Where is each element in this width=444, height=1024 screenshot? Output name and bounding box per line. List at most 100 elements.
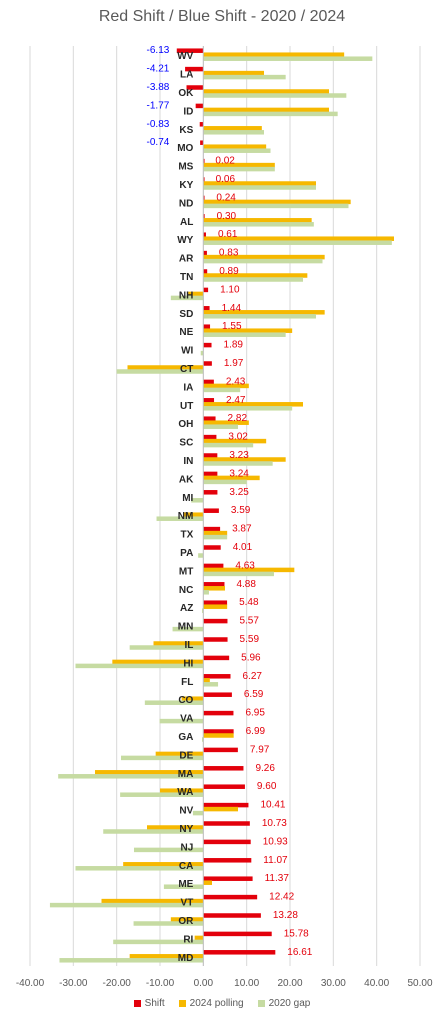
bar-2024-polling xyxy=(203,880,212,885)
x-tick-label: 0.00 xyxy=(194,978,214,989)
data-label: 0.89 xyxy=(219,266,239,277)
category-label: PA xyxy=(180,548,193,559)
bar-2020-gap xyxy=(203,479,247,485)
category-label: KY xyxy=(179,180,193,191)
data-label: -1.77 xyxy=(147,100,170,111)
bar-2024-polling xyxy=(127,365,204,370)
bar-shift xyxy=(203,269,208,274)
bar-2020-gap xyxy=(75,866,204,871)
bar-2020-gap xyxy=(203,56,373,61)
bar-shift xyxy=(203,655,230,661)
bar-2024-polling xyxy=(203,438,267,444)
category-label: IL xyxy=(184,640,193,651)
bar-2020-gap xyxy=(59,958,204,963)
bar-2024-polling xyxy=(203,273,308,278)
bar-shift xyxy=(203,434,217,440)
bar-2024-polling xyxy=(203,52,345,57)
legend-label-shift: Shift xyxy=(144,998,165,1009)
bar-2024-polling xyxy=(203,420,249,425)
bar-shift xyxy=(203,858,252,863)
bar-shift xyxy=(203,361,212,366)
bar-2020-gap xyxy=(58,774,204,779)
bar-2020-gap xyxy=(203,534,228,540)
bar-2020-gap xyxy=(203,130,264,135)
bar-2024-polling xyxy=(203,457,286,462)
bar-shift xyxy=(203,545,221,550)
bar-2020-gap xyxy=(116,369,204,374)
bar-2024-polling xyxy=(123,862,204,867)
bar-shift xyxy=(203,821,250,826)
bar-2024-polling xyxy=(203,144,267,149)
category-label: MI xyxy=(182,493,193,504)
bar-shift xyxy=(203,894,258,900)
bar-2020-gap xyxy=(75,663,204,669)
data-label: 9.60 xyxy=(257,781,277,792)
bar-2024-polling xyxy=(203,162,275,168)
category-label: AK xyxy=(179,474,194,485)
data-label: 6.99 xyxy=(246,726,266,737)
bar-2020-gap xyxy=(172,626,204,632)
bar-shift xyxy=(203,710,234,716)
category-label: MN xyxy=(178,622,194,633)
bar-shift xyxy=(203,214,205,219)
bar-shift xyxy=(186,85,204,90)
category-label: OK xyxy=(178,88,194,99)
data-label: 3.59 xyxy=(231,505,251,516)
x-tick-label: 20.00 xyxy=(277,978,302,989)
bar-shift xyxy=(199,122,204,127)
bar-2020-gap xyxy=(163,884,204,889)
category-label: UT xyxy=(180,401,193,412)
bar-shift xyxy=(203,747,238,753)
category-label: WV xyxy=(177,51,193,62)
bar-2024-polling xyxy=(203,310,325,315)
data-label: 0.83 xyxy=(219,248,239,259)
bar-2024-polling xyxy=(203,604,228,609)
bar-2024-polling xyxy=(203,107,329,113)
data-label: 0.02 xyxy=(215,156,235,167)
category-label: MO xyxy=(177,143,193,154)
bar-2020-gap xyxy=(170,295,204,301)
category-label: TN xyxy=(180,272,193,283)
x-tick-label: -10.00 xyxy=(146,978,175,989)
bar-shift xyxy=(203,931,272,937)
bar-shift xyxy=(203,692,232,697)
legend-item-shift: Shift xyxy=(133,998,165,1009)
bar-2024-polling xyxy=(203,383,249,389)
bar-shift xyxy=(203,324,211,329)
data-label: -0.74 xyxy=(147,137,170,148)
bar-2020-gap xyxy=(203,387,241,393)
x-tick-label: -40.00 xyxy=(16,978,45,989)
data-label: 0.30 xyxy=(217,211,237,222)
data-label: -3.88 xyxy=(147,82,170,93)
category-label: KS xyxy=(179,125,193,136)
bar-2024-polling xyxy=(203,678,210,683)
bar-2024-polling xyxy=(181,696,204,701)
bar-shift xyxy=(203,195,205,201)
x-tick-label: 40.00 xyxy=(364,978,389,989)
bar-2024-polling xyxy=(203,218,312,223)
data-label: 11.07 xyxy=(263,855,288,866)
data-label: 3.02 xyxy=(228,432,248,443)
bar-shift xyxy=(203,342,212,348)
data-label: 10.41 xyxy=(260,800,285,811)
bar-2020-gap xyxy=(203,203,349,209)
data-label: 5.48 xyxy=(239,597,259,608)
bar-2020-gap xyxy=(121,755,204,761)
bar-2024-polling xyxy=(147,825,204,830)
category-label: OR xyxy=(178,916,194,927)
category-label: AL xyxy=(180,217,193,228)
data-label: 5.59 xyxy=(240,634,260,645)
category-label: HI xyxy=(183,658,193,669)
legend: Shift 2024 polling 2020 gap xyxy=(0,998,444,1009)
data-label: 3.23 xyxy=(229,450,249,461)
bar-2020-gap xyxy=(203,314,316,319)
bar-2024-polling xyxy=(129,954,204,959)
bar-2024-polling xyxy=(203,89,329,94)
category-label: MD xyxy=(178,953,194,964)
category-label: NV xyxy=(179,806,193,817)
bar-shift xyxy=(195,103,204,109)
category-label: SD xyxy=(179,309,193,320)
data-label: 13.28 xyxy=(273,910,298,921)
bar-2020-gap xyxy=(129,645,204,650)
bar-2024-polling xyxy=(183,512,204,517)
